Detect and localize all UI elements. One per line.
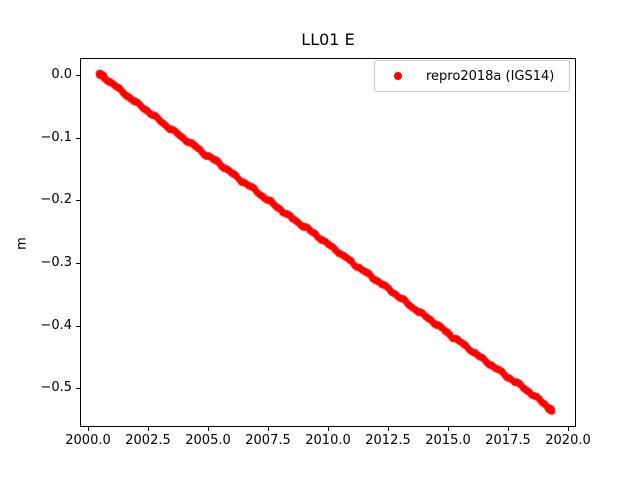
plot-area (80, 58, 576, 427)
x-tick-label: 2017.5 (485, 433, 531, 448)
y-tick-mark (76, 326, 80, 327)
y-tick-label: 0.0 (51, 67, 72, 82)
x-tick-mark (328, 427, 329, 431)
y-tick-mark (76, 388, 80, 389)
x-tick-label: 2010.0 (305, 433, 351, 448)
legend-entry-label: repro2018a (IGS14) (426, 68, 555, 84)
y-tick-mark (76, 200, 80, 201)
y-tick-label: −0.3 (40, 255, 72, 270)
x-tick-mark (568, 427, 569, 431)
y-tick-label: −0.1 (40, 130, 72, 145)
legend-marker-dot-icon (394, 72, 402, 80)
x-tick-mark (88, 427, 89, 431)
x-tick-label: 2000.0 (65, 433, 111, 448)
x-tick-mark (508, 427, 509, 431)
legend: repro2018a (IGS14) (374, 60, 570, 92)
y-tick-mark (76, 263, 80, 264)
y-tick-label: −0.2 (40, 192, 72, 207)
y-tick-mark (76, 138, 80, 139)
x-tick-label: 2012.5 (365, 433, 411, 448)
x-tick-mark (268, 427, 269, 431)
x-tick-mark (448, 427, 449, 431)
y-tick-label: −0.5 (40, 380, 72, 395)
x-tick-label: 2005.0 (185, 433, 231, 448)
y-tick-label: −0.4 (40, 318, 72, 333)
x-tick-mark (208, 427, 209, 431)
x-tick-mark (148, 427, 149, 431)
x-tick-label: 2020.0 (545, 433, 591, 448)
x-tick-label: 2002.5 (125, 433, 171, 448)
y-tick-mark (76, 75, 80, 76)
chart-title: LL01 E (301, 30, 355, 49)
x-tick-label: 2007.5 (245, 433, 291, 448)
x-tick-label: 2015.0 (425, 433, 471, 448)
x-tick-mark (388, 427, 389, 431)
